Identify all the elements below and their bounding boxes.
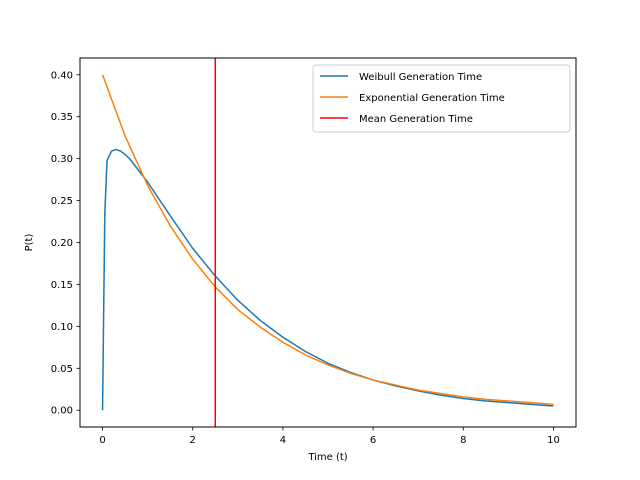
y-tick-label: 0.25 <box>51 196 73 207</box>
plot-area <box>101 58 554 427</box>
legend-box <box>312 64 571 133</box>
legend-entry-label: Weibull Generation Time <box>359 72 482 83</box>
y-tick-label: 0.35 <box>51 112 73 123</box>
x-tick-label: 10 <box>547 435 560 446</box>
y-tick-label: 0.05 <box>51 364 73 375</box>
y-tick-label: 0.30 <box>51 154 73 165</box>
y-tick-label: 0.15 <box>51 280 73 291</box>
y-axis-label: P(t) <box>24 234 35 252</box>
ticks: 0 2 4 6 8 10 0.00 0.05 0.10 0.15 0.20 0.25 0.30 0.35 0… <box>51 70 560 446</box>
x-tick-label: 6 <box>370 435 376 446</box>
x-tick-label: 4 <box>280 435 286 446</box>
x-axis-label: Time (t) <box>307 452 347 463</box>
y-tick-label: 0.20 <box>51 238 73 249</box>
y-tick-label: 0.00 <box>51 406 73 417</box>
legend: Weibull Generation Time Exponential Gener… <box>312 64 571 133</box>
legend-entry-label: Mean Generation Time <box>359 114 473 125</box>
legend-entry-label: Exponential Generation Time <box>359 93 505 104</box>
x-tick-label: 8 <box>460 435 466 446</box>
y-tick-label: 0.40 <box>51 70 73 81</box>
x-tick-label: 0 <box>99 435 105 446</box>
series-line-1 <box>101 148 554 411</box>
y-tick-label: 0.10 <box>51 322 73 333</box>
x-tick-label: 2 <box>190 435 196 446</box>
series-line-2 <box>101 74 554 406</box>
